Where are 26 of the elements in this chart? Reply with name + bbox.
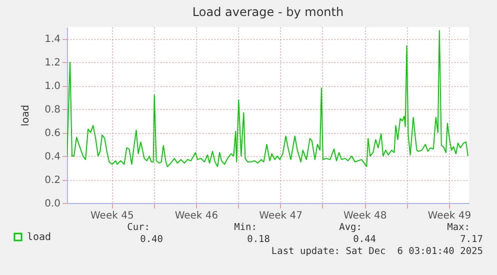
line-series	[67, 30, 468, 168]
y-tick-label: 0.4	[44, 152, 60, 163]
legend-label: load	[27, 232, 52, 243]
y-axis-title: load	[20, 104, 32, 126]
x-tick-label: Week 45	[90, 210, 134, 222]
text: Last update: Sat Dec 6 03:01:40 2025	[271, 246, 483, 257]
chart-title: Load average - by month	[192, 5, 344, 19]
y-tick-label: 1.2	[44, 58, 60, 69]
text: Cur:	[127, 222, 150, 233]
y-tick-label: 0.2	[44, 175, 60, 186]
x-tick-label: Week 47	[259, 210, 302, 222]
text: 0.40	[140, 234, 163, 245]
text: 7.17	[460, 234, 483, 245]
x-tick-label: Week 46	[174, 210, 218, 222]
x-tick-label: Week 49	[428, 210, 472, 222]
y-tick-label: 1.4	[44, 34, 60, 46]
text: Avg:	[339, 222, 362, 233]
y-tick-label: 0.8	[44, 104, 60, 116]
y-tick-label: 1.0	[44, 81, 60, 92]
y-tick-label: 0.6	[44, 128, 60, 140]
x-tick-label: Week 48	[343, 210, 387, 222]
text: Max:	[447, 222, 470, 233]
text: Min:	[234, 222, 257, 233]
text: 0.44	[353, 234, 376, 245]
y-tick-label: 0.0	[44, 198, 60, 210]
text: 0.18	[247, 234, 270, 245]
